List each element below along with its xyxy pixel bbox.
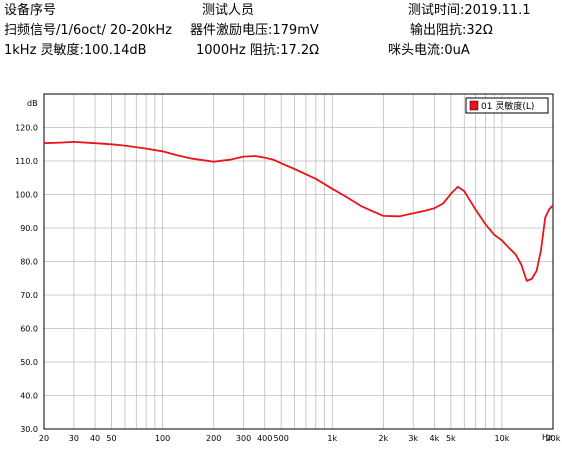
- x-tick-label: 40: [90, 434, 100, 443]
- x-tick-label: 10k: [495, 434, 510, 443]
- axis-ticks: 30.0 40.0 50.0 60.0 70.0 80.0 90.0 100.0 110.0 12…: [15, 124, 561, 444]
- x-tick-label: 4k: [430, 434, 440, 443]
- y-axis-label: dB: [27, 99, 38, 108]
- header-sweep-signal: 扫频信号/1/6oct/ 20-20kHz: [4, 23, 172, 38]
- legend-box: [465, 97, 549, 114]
- x-tick-label: 3k: [408, 434, 418, 443]
- y-tick-label: 30.0: [20, 425, 38, 434]
- x-tick-label: 5k: [446, 434, 456, 443]
- x-tick-label: 500: [274, 434, 289, 443]
- y-tick-label: 90.0: [20, 224, 38, 233]
- y-tick-label: 60.0: [20, 325, 38, 334]
- x-tick-label: 200: [206, 434, 221, 443]
- series-lines: [43, 140, 554, 282]
- y-tick-label: 110.0: [15, 157, 38, 166]
- y-tick-label: 40.0: [20, 392, 38, 401]
- x-tick-label: 100: [155, 434, 170, 443]
- x-tick-label: 1k: [327, 434, 337, 443]
- header-output-impedance: 输出阻抗:32Ω: [410, 23, 493, 38]
- header-drive-voltage: 器件激励电压:179mV: [190, 23, 319, 38]
- y-tick-label: 80.0: [20, 258, 38, 267]
- y-tick-label: 100.0: [15, 191, 38, 200]
- y-tick-label: 50.0: [20, 358, 38, 367]
- header-impedance-1khz: 1000Hz 阻抗:17.2Ω: [196, 43, 320, 58]
- x-tick-label: 30: [69, 434, 79, 443]
- x-tick-label: 20: [39, 434, 49, 443]
- header-tester: 测试人员: [202, 3, 255, 18]
- header-test-time: 测试时间:2019.11.1: [408, 3, 531, 18]
- x-tick-label: 2k: [378, 434, 388, 443]
- x-tick-label: 300: [236, 434, 251, 443]
- y-tick-label: 120.0: [15, 124, 38, 133]
- x-tick-label: 20k: [546, 434, 561, 443]
- plot-frame: [43, 93, 554, 430]
- legend: 01 灵敏度(L): [465, 97, 549, 114]
- x-tick-label: 400: [257, 434, 272, 443]
- legend-swatch: [469, 100, 479, 111]
- x-tick-label: 50: [106, 434, 116, 443]
- grid-lines: [44, 94, 553, 430]
- series-line-sensitivity: [43, 140, 554, 282]
- y-tick-label: 70.0: [20, 291, 38, 300]
- x-axis-label: Hz: [542, 433, 552, 442]
- header-mic-current: 咪头电流:0uA: [388, 43, 470, 58]
- header-device-serial: 设备序号: [4, 3, 57, 18]
- header-sensitivity-1khz: 1kHz 灵敏度:100.14dB: [4, 43, 147, 58]
- legend-label: 01 灵敏度(L): [481, 100, 534, 112]
